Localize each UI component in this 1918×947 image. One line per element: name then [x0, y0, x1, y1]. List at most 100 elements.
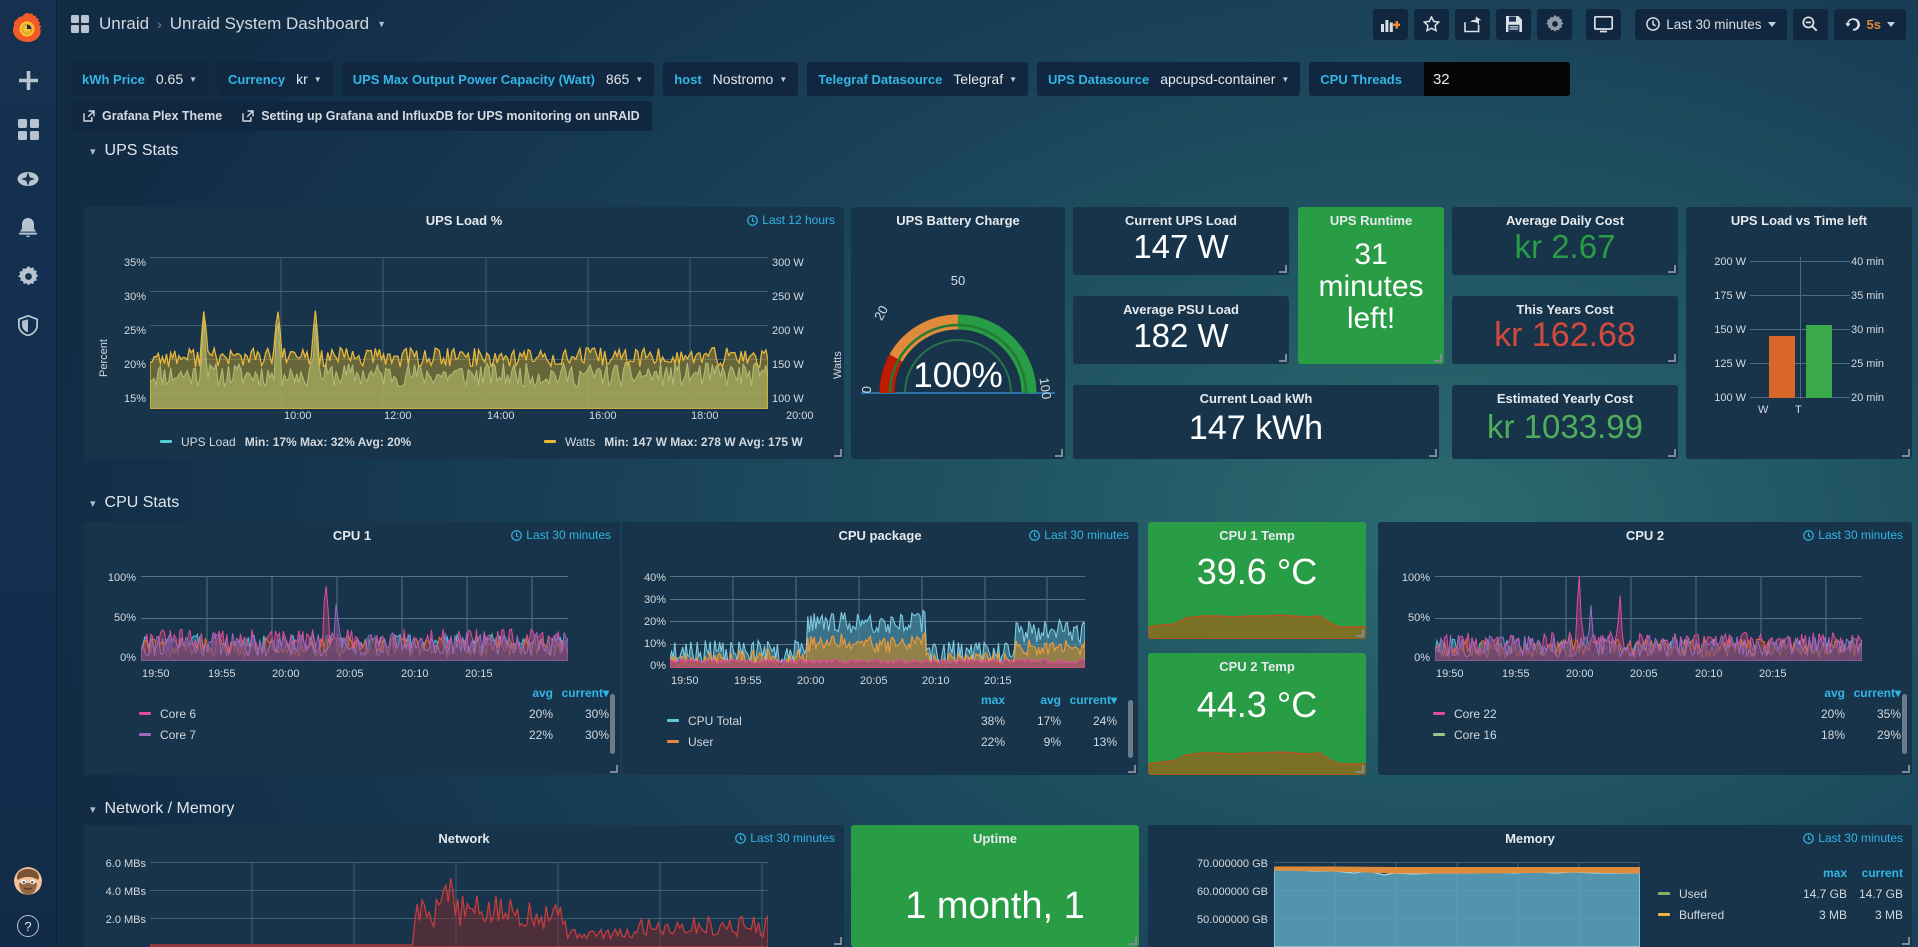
legend-item[interactable]: Core 22 20% 35% — [1433, 703, 1901, 724]
panel-resize-handle[interactable] — [1129, 937, 1137, 945]
chevron-down-icon: ▼ — [635, 74, 644, 84]
variable-ups-datasource[interactable]: UPS Datasource apcupsd-container ▼ — [1037, 62, 1301, 96]
legend-header-max[interactable]: max — [1822, 865, 1847, 880]
panel-cpu2[interactable]: CPU 2 Last 30 minutes 100% 50% 0% 19:50 … — [1378, 522, 1912, 775]
legend-item[interactable]: UPS Load Min: 17% Max: 32% Avg: 20% — [160, 431, 540, 452]
panel-uptime[interactable]: Uptime 1 month, 1 — [851, 825, 1139, 947]
legend-header-current[interactable]: current — [1861, 865, 1903, 880]
legend-cpu2: avg current▾ Core 22 20% 35% Core 16 18%… — [1433, 682, 1901, 745]
panel-ups-runtime[interactable]: UPS Runtime 31 minutes left! — [1298, 207, 1444, 364]
share-button[interactable] — [1455, 8, 1491, 40]
explore-icon[interactable] — [0, 154, 57, 203]
panel-ups-load-vs-time-left[interactable]: UPS Load vs Time left 200 W 175 W 150 W … — [1686, 207, 1912, 459]
legend-item[interactable]: CPU Total 38% 17% 24% — [667, 710, 1117, 731]
legend-item[interactable]: Core 16 18% 29% — [1433, 724, 1901, 745]
legend-scrollbar[interactable] — [610, 694, 615, 754]
dashboard-link-influxdb-guide[interactable]: Setting up Grafana and InfluxDB for UPS … — [242, 109, 640, 123]
star-button[interactable] — [1414, 8, 1450, 40]
dashboards-icon[interactable] — [0, 105, 57, 154]
panel-estimated-yearly-cost[interactable]: Estimated Yearly Cost kr 1033.99 — [1452, 385, 1678, 459]
panel-cpu1[interactable]: CPU 1 Last 30 minutes 100% 50% 0% 19:50 … — [84, 522, 620, 775]
panel-network[interactable]: Network Last 30 minutes 6.0 MBs 4.0 MBs … — [84, 825, 844, 947]
panel-resize-handle[interactable] — [1279, 265, 1287, 273]
help-icon[interactable]: ? — [0, 905, 57, 947]
legend-header-max[interactable]: max — [980, 692, 1005, 707]
panel-resize-handle[interactable] — [1668, 354, 1676, 362]
y-tick: 30% — [643, 594, 666, 606]
panel-resize-handle[interactable] — [1356, 629, 1364, 637]
breadcrumb-dashboard[interactable]: Unraid System Dashboard — [169, 14, 370, 33]
avatar[interactable] — [0, 856, 57, 905]
panel-cpu-package[interactable]: CPU package Last 30 minutes 40% 30% 20% … — [622, 522, 1138, 775]
legend-item[interactable]: Buffered 3 MB 3 MB — [1658, 904, 1903, 925]
section-header-network-memory[interactable]: ▾ Network / Memory — [90, 800, 234, 818]
section-header-cpu-stats[interactable]: ▾ CPU Stats — [90, 494, 179, 512]
panel-resize-handle[interactable] — [834, 449, 842, 457]
legend-header-avg[interactable]: avg — [532, 685, 553, 700]
grafana-logo[interactable] — [0, 0, 57, 56]
stat-value: kr 1033.99 — [1487, 408, 1643, 445]
legend-item[interactable]: User 22% 9% 13% — [667, 731, 1117, 752]
panel-current-load-kwh[interactable]: Current Load kWh 147 kWh — [1073, 385, 1439, 459]
refresh-button[interactable]: 5s — [1833, 8, 1906, 40]
section-header-ups-stats[interactable]: ▾ UPS Stats — [90, 142, 178, 160]
panel-ups-battery-charge[interactable]: UPS Battery Charge 50 20 0 100 100% — [851, 207, 1065, 459]
nav-toggle-icon[interactable] — [71, 15, 89, 33]
variable-host[interactable]: host Nostromo ▼ — [663, 62, 799, 96]
cpu-threads-input[interactable] — [1423, 62, 1570, 96]
panel-resize-handle[interactable] — [1429, 449, 1437, 457]
legend-header-avg[interactable]: avg — [1040, 692, 1061, 707]
panel-resize-handle[interactable] — [610, 765, 618, 773]
panel-ups-load[interactable]: UPS Load % Last 12 hours Percent Watts 3… — [84, 207, 844, 459]
panel-resize-handle[interactable] — [1055, 449, 1063, 457]
legend-header-current[interactable]: current▾ — [1069, 692, 1117, 707]
breadcrumb-org[interactable]: Unraid — [99, 14, 150, 33]
legend-header-current[interactable]: current▾ — [1853, 685, 1901, 700]
configuration-icon[interactable] — [0, 252, 57, 301]
legend-scrollbar[interactable] — [1128, 700, 1133, 758]
legend-item[interactable]: Watts Min: 147 W Max: 278 W Avg: 175 W — [544, 431, 804, 452]
save-button[interactable] — [1496, 8, 1532, 40]
x-tick: 20:00 — [797, 675, 825, 687]
panel-resize-handle[interactable] — [1902, 937, 1910, 945]
dashboard-link-grafana-plex-theme[interactable]: Grafana Plex Theme — [83, 109, 222, 123]
variable-kwh-price[interactable]: kWh Price 0.65 ▼ — [71, 62, 209, 96]
alerting-icon[interactable] — [0, 203, 57, 252]
panel-resize-handle[interactable] — [1128, 765, 1136, 773]
panel-average-daily-cost[interactable]: Average Daily Cost kr 2.67 — [1452, 207, 1678, 275]
panel-cpu1-temp[interactable]: CPU 1 Temp 39.6 °C — [1148, 522, 1366, 639]
shield-icon[interactable] — [0, 301, 57, 350]
variable-ups-max-output[interactable]: UPS Max Output Power Capacity (Watt) 865… — [341, 62, 655, 96]
legend-header-avg[interactable]: avg — [1824, 685, 1845, 700]
panel-resize-handle[interactable] — [1902, 449, 1910, 457]
legend-item[interactable]: Core 7 22% 30% — [139, 724, 609, 745]
panel-resize-handle[interactable] — [1668, 265, 1676, 273]
time-range-picker[interactable]: Last 30 minutes — [1635, 8, 1787, 40]
legend-scrollbar[interactable] — [1902, 694, 1907, 754]
panel-resize-handle[interactable] — [1668, 449, 1676, 457]
panel-resize-handle[interactable] — [1434, 354, 1442, 362]
panel-average-psu-load[interactable]: Average PSU Load 182 W — [1073, 296, 1289, 364]
y-tick: 20% — [643, 616, 666, 628]
add-panel-button[interactable] — [1373, 8, 1409, 40]
variable-telegraf-datasource[interactable]: Telegraf Datasource Telegraf ▼ — [807, 62, 1029, 96]
panel-current-ups-load[interactable]: Current UPS Load 147 W — [1073, 207, 1289, 275]
panel-this-years-cost[interactable]: This Years Cost kr 162.68 — [1452, 296, 1678, 364]
settings-gear-button[interactable] — [1537, 8, 1573, 40]
tv-mode-button[interactable] — [1586, 8, 1622, 40]
zoom-out-time-button[interactable] — [1792, 8, 1828, 40]
legend-item[interactable]: Used 14.7 GB 14.7 GB — [1658, 883, 1903, 904]
create-icon[interactable] — [0, 56, 57, 105]
panel-resize-handle[interactable] — [1356, 765, 1364, 773]
legend-item[interactable]: Core 6 20% 30% — [139, 703, 609, 724]
variable-currency[interactable]: Currency kr ▼ — [217, 62, 333, 96]
panel-resize-handle[interactable] — [1902, 765, 1910, 773]
panel-resize-handle[interactable] — [1279, 354, 1287, 362]
stat-value: 31 minutes left! — [1318, 238, 1424, 336]
panel-cpu2-temp[interactable]: CPU 2 Temp 44.3 °C — [1148, 653, 1366, 775]
chevron-down-icon[interactable]: ▼ — [377, 19, 387, 29]
y2-tick: 20 min — [1851, 392, 1885, 404]
legend-header-current[interactable]: current▾ — [561, 685, 609, 700]
panel-memory[interactable]: Memory Last 30 minutes 70.000000 GB 60.0… — [1148, 825, 1912, 947]
panel-resize-handle[interactable] — [834, 937, 842, 945]
